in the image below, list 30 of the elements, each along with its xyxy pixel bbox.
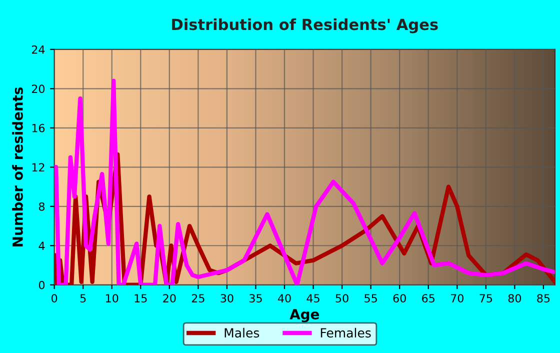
x-axis-title: Age — [290, 309, 320, 322]
y-tick-label: 24 — [32, 45, 45, 54]
y-axis-title: Number of residents — [12, 87, 23, 246]
x-tick-label: 20 — [163, 294, 176, 302]
legend-label: Females — [320, 328, 371, 338]
x-tick-label: 15 — [134, 294, 147, 302]
x-tick-label: 0 — [52, 294, 58, 302]
x-tick-label: 50 — [336, 294, 348, 302]
x-tick-label: 75 — [480, 294, 492, 302]
chart-title: Distribution of Residents' Ages — [172, 18, 438, 34]
x-tick-label: 45 — [306, 294, 320, 302]
x-tick-label: 60 — [393, 294, 406, 302]
legend-label: Males — [224, 328, 260, 338]
x-tick-label: 65 — [422, 294, 434, 302]
x-tick-label: 80 — [508, 294, 522, 302]
x-tick-label: 85 — [537, 294, 550, 302]
y-tick-label: 4 — [38, 242, 45, 250]
x-tick-label: 25 — [192, 294, 204, 302]
y-tick-label: 0 — [38, 280, 45, 290]
x-tick-label: 10 — [106, 294, 118, 302]
x-tick-label: 40 — [278, 294, 291, 302]
y-tick-label: 12 — [32, 163, 44, 172]
y-tick-label: 20 — [32, 84, 45, 94]
x-tick-label: 35 — [250, 294, 262, 302]
x-tick-label: 30 — [220, 294, 234, 302]
x-tick-label: 5 — [80, 294, 86, 302]
x-tick-label: 70 — [450, 294, 464, 302]
x-tick-label: 55 — [364, 294, 377, 302]
y-tick-label: 8 — [38, 202, 45, 211]
y-tick-label: 16 — [32, 124, 45, 132]
